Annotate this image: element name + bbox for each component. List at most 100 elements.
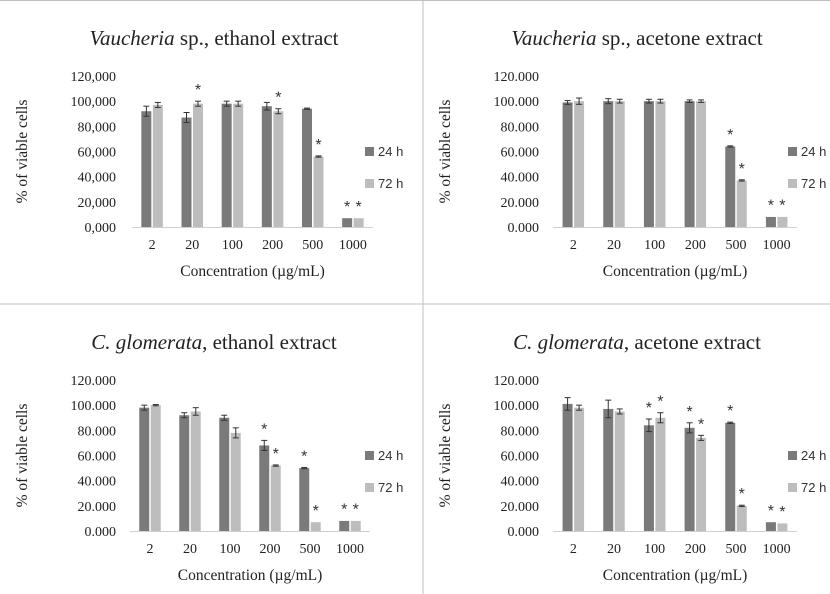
chart-title: C. glomerata, acetone extract (513, 330, 761, 354)
y-tick-label: 0,000 (85, 221, 117, 236)
chart-title: C. glomerata, ethanol extract (91, 330, 337, 354)
legend-label-24h: 24 h (801, 448, 826, 463)
bar-24h-200 (684, 101, 695, 227)
bar-24h-500 (302, 108, 312, 227)
significance-star: * (727, 127, 733, 144)
chart-panel-1: Vaucheria sp., ethanol extract 0,000 20,00… (14, 26, 403, 280)
bar-24h-200 (684, 427, 695, 531)
x-tick-label: 500 (726, 542, 747, 557)
bar-72h-200 (696, 437, 707, 531)
chart-title-rest: sp., acetone extract (596, 26, 762, 50)
significance-star: * (739, 486, 745, 503)
chart-title-italic: C. glomerata (91, 330, 202, 354)
x-tick-label: 100 (644, 542, 665, 557)
y-tick-label: 120,000 (71, 70, 117, 85)
bar-72h-20 (190, 411, 201, 531)
y-tick-label: 80.000 (78, 424, 117, 439)
bar-72h-100 (655, 101, 666, 227)
legend-swatch-24h (788, 451, 797, 460)
bar-72h-500 (310, 522, 321, 531)
y-tick-label: 40,000 (78, 171, 117, 186)
x-tick-label: 200 (685, 238, 706, 253)
bar-24h-1000 (342, 218, 353, 227)
bar-24h-1000 (339, 520, 350, 531)
significance-star: * (779, 198, 785, 215)
legend-label-24h: 24 h (801, 144, 826, 159)
bar-72h-1000 (777, 216, 788, 227)
bar-72h-2 (150, 405, 161, 531)
x-axis-label: Concentration (µg/mL) (603, 567, 748, 584)
bar-72h-200 (273, 111, 284, 227)
x-tick-label: 500 (726, 238, 747, 253)
bar-72h-1000 (353, 218, 364, 227)
x-axis-label: Concentration (µg/mL) (180, 263, 325, 280)
bar-72h-1000 (350, 520, 361, 531)
legend-label-72h: 72 h (801, 176, 826, 191)
x-tick-label: 20 (185, 238, 199, 253)
bar-72h-2 (574, 101, 585, 227)
x-axis-label: Concentration (µg/mL) (603, 263, 748, 280)
significance-star: * (356, 199, 362, 216)
significance-star: * (739, 161, 745, 178)
x-tick-label: 500 (300, 542, 321, 557)
x-tick-label: 100 (644, 238, 665, 253)
bar-72h-20 (614, 411, 625, 531)
bar-24h-2 (141, 111, 152, 227)
significance-star: * (353, 502, 359, 519)
y-tick-label: 120.000 (494, 70, 540, 85)
chart-title-rest: , ethanol extract (202, 330, 337, 354)
chart-panel-2: Vaucheria sp., acetone extract 0.000 20.00… (437, 26, 826, 280)
y-axis-label: % of viable cells (437, 404, 454, 508)
significance-star: * (261, 421, 267, 438)
chart-title-italic: Vaucheria (89, 26, 174, 50)
significance-star: * (686, 404, 692, 421)
bar-24h-100 (643, 101, 654, 227)
bar-72h-20 (614, 101, 625, 227)
x-tick-label: 2 (149, 238, 156, 253)
significance-star: * (657, 394, 663, 411)
bar-72h-2 (574, 407, 585, 531)
x-tick-label: 200 (685, 542, 706, 557)
y-tick-label: 0.000 (85, 525, 117, 540)
significance-star: * (768, 503, 774, 520)
y-tick-label: 0.000 (508, 525, 540, 540)
bar-72h-500 (736, 505, 747, 531)
x-tick-label: 20 (183, 542, 197, 557)
y-axis-label: % of viable cells (14, 100, 31, 204)
bar-72h-100 (230, 432, 241, 531)
chart-title-rest: , acetone extract (624, 330, 761, 354)
legend-label-24h: 24 h (378, 448, 403, 463)
significance-star: * (344, 199, 350, 216)
bar-24h-1000 (765, 216, 776, 227)
y-axis-label: % of viable cells (14, 404, 31, 508)
y-tick-label: 100.000 (494, 399, 540, 414)
y-tick-label: 20.000 (501, 196, 540, 211)
bar-72h-500 (313, 156, 324, 227)
y-tick-label: 60,000 (78, 146, 117, 161)
y-tick-label: 120.000 (494, 374, 540, 389)
legend-swatch-24h (365, 147, 374, 156)
chart-panel-4: C. glomerata, acetone extract 0.000 20.000… (437, 330, 826, 584)
significance-star: * (273, 446, 279, 463)
significance-star: * (779, 504, 785, 521)
y-tick-label: 40.000 (501, 475, 540, 490)
chart-title-rest: sp., ethanol extract (175, 26, 339, 50)
legend-label-72h: 72 h (801, 480, 826, 495)
x-tick-label: 1000 (763, 542, 791, 557)
bar-72h-100 (233, 103, 244, 227)
y-tick-label: 40.000 (78, 475, 117, 490)
legend-swatch-72h (365, 179, 374, 188)
x-tick-label: 2 (570, 542, 577, 557)
bar-24h-100 (643, 425, 654, 531)
legend-swatch-24h (788, 147, 797, 156)
bar-24h-20 (603, 101, 614, 227)
legend-label-24h: 24 h (378, 144, 403, 159)
bar-72h-2 (152, 104, 163, 227)
x-tick-label: 100 (220, 542, 241, 557)
y-tick-label: 40.000 (501, 171, 540, 186)
significance-star: * (313, 503, 319, 520)
bar-24h-20 (603, 408, 614, 531)
x-tick-label: 200 (262, 238, 283, 253)
significance-star: * (275, 90, 281, 107)
significance-star: * (341, 502, 347, 519)
